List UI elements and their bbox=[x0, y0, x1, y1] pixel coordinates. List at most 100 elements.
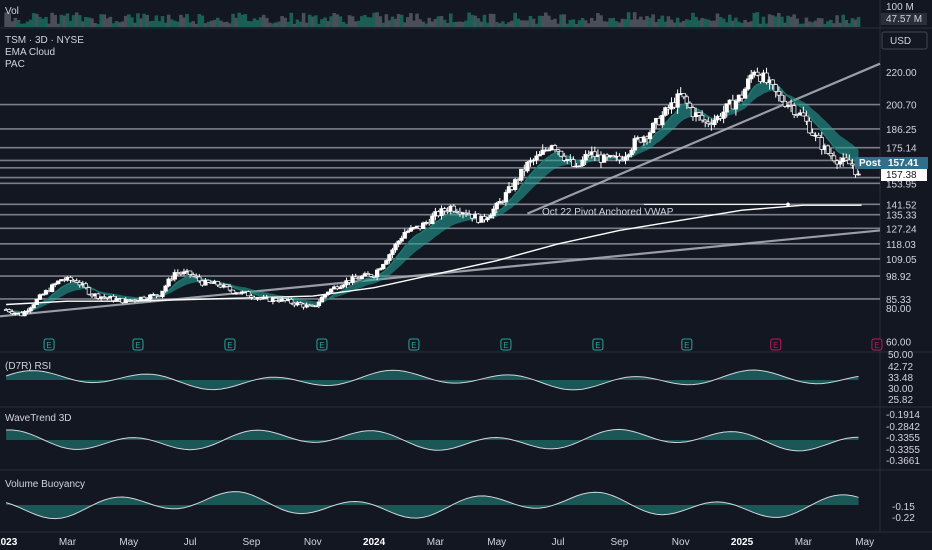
volume-bar bbox=[599, 15, 603, 27]
volume-bar bbox=[387, 20, 392, 27]
volume-bar bbox=[743, 19, 747, 27]
candle-body bbox=[7, 309, 12, 313]
volume-bar bbox=[501, 21, 505, 27]
candle-body bbox=[770, 79, 775, 86]
volume-bar bbox=[724, 22, 729, 27]
volume-bar bbox=[580, 17, 585, 27]
volume-bar bbox=[231, 13, 235, 27]
volume-bar bbox=[188, 22, 192, 27]
volume-bar bbox=[307, 14, 312, 27]
price-axis: 220.00200.70186.25175.14167.54163.17153.… bbox=[886, 68, 917, 348]
volume-bar bbox=[246, 21, 251, 27]
vwap-line bbox=[6, 204, 862, 306]
volume-bar bbox=[360, 16, 364, 27]
volume-bar bbox=[445, 23, 450, 27]
volume-bar bbox=[746, 22, 750, 27]
volume-bar bbox=[577, 20, 582, 27]
candle-body bbox=[816, 134, 821, 138]
wavetrend-line bbox=[6, 428, 859, 452]
volume-bars bbox=[4, 12, 861, 27]
time-axis-label: May bbox=[119, 537, 138, 548]
volume-bar bbox=[350, 16, 355, 27]
ema-cloud-band bbox=[6, 81, 859, 313]
earnings-marker-label: E bbox=[227, 341, 232, 350]
candle-body bbox=[540, 149, 545, 155]
volume-bar bbox=[494, 21, 499, 27]
candle-body bbox=[49, 284, 55, 292]
candle-body bbox=[405, 230, 410, 233]
earnings-marker bbox=[408, 338, 420, 351]
volume-bar bbox=[209, 20, 214, 27]
candle-body bbox=[187, 270, 193, 275]
price-axis-label: 175.14 bbox=[886, 144, 917, 155]
candle-body bbox=[402, 232, 407, 239]
volume-bar bbox=[737, 21, 741, 27]
volume-bar bbox=[734, 17, 738, 27]
candle-body bbox=[194, 275, 199, 278]
trendline bbox=[526, 62, 881, 215]
volume-bar bbox=[356, 20, 361, 27]
volume-bar bbox=[166, 14, 171, 27]
volume-bar bbox=[639, 16, 643, 27]
volume-bar bbox=[139, 18, 143, 27]
volume-bar bbox=[154, 15, 159, 27]
volume-bar bbox=[795, 18, 800, 27]
candle-body bbox=[359, 275, 364, 280]
volume-bar bbox=[289, 12, 294, 27]
volume-bar bbox=[596, 13, 600, 27]
volume-bar bbox=[320, 19, 324, 27]
volume-bar bbox=[102, 14, 107, 27]
candle-body bbox=[782, 100, 788, 107]
volume-bar bbox=[375, 12, 379, 27]
volume-bar bbox=[476, 18, 481, 27]
candle-body bbox=[546, 149, 552, 152]
volume-bar bbox=[780, 16, 784, 27]
buoyancy-title: Volume Buoyancy bbox=[5, 479, 85, 490]
candle-body bbox=[74, 280, 79, 283]
earnings-marker-label: E bbox=[773, 341, 778, 350]
volume-bar bbox=[71, 15, 76, 27]
candle-body bbox=[145, 298, 150, 301]
volume-bar bbox=[84, 17, 88, 27]
candle-body bbox=[647, 132, 653, 140]
volume-bar bbox=[396, 14, 401, 27]
wavetrend-series bbox=[6, 428, 859, 452]
volume-bar bbox=[62, 15, 67, 27]
candle-body bbox=[28, 307, 33, 312]
volume-bar bbox=[829, 19, 833, 27]
post-price: 157.41 bbox=[888, 158, 919, 169]
candle-body bbox=[819, 137, 824, 150]
earnings-marker bbox=[500, 338, 512, 351]
volume-axis-label: 100 M bbox=[886, 2, 914, 13]
volume-bar bbox=[513, 12, 517, 27]
currency-button[interactable] bbox=[881, 31, 928, 50]
volume-bar bbox=[623, 19, 628, 27]
volume-bar bbox=[157, 21, 162, 27]
candle-body bbox=[755, 71, 760, 76]
volume-title: Vol bbox=[5, 6, 19, 17]
volume-bar bbox=[685, 19, 689, 27]
volume-bar bbox=[237, 12, 241, 27]
volume-bar bbox=[378, 16, 383, 27]
candle-body bbox=[583, 153, 588, 161]
price-axis-label: 135.33 bbox=[886, 211, 917, 222]
candle-body bbox=[586, 153, 591, 156]
candle-body bbox=[675, 93, 680, 108]
volume-buoyancy-series bbox=[5, 491, 859, 520]
earnings-marker-label: E bbox=[135, 341, 140, 350]
candle-body bbox=[494, 202, 499, 210]
volume-bar bbox=[295, 19, 300, 27]
volume-bar bbox=[176, 21, 180, 27]
volume-bar bbox=[770, 15, 775, 27]
candle-body bbox=[629, 149, 634, 156]
volume-bar bbox=[550, 19, 554, 27]
candle-body bbox=[86, 287, 92, 295]
volume-bar bbox=[225, 21, 229, 27]
volume-bar bbox=[218, 20, 223, 27]
price-axis-label: 127.24 bbox=[886, 224, 917, 235]
volume-bar bbox=[215, 17, 220, 27]
volume-bar bbox=[22, 23, 27, 27]
candle-body bbox=[577, 165, 582, 168]
volume-bar bbox=[206, 21, 211, 27]
